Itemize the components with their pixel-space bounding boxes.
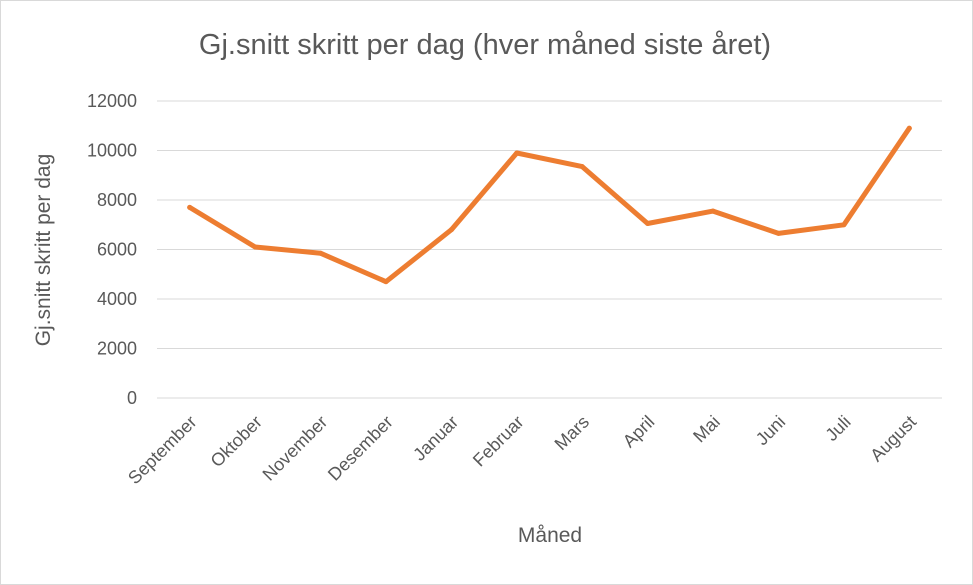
x-tick-label: Desember	[324, 412, 397, 485]
x-tick-label: Januar	[409, 412, 462, 465]
series-layer	[187, 125, 912, 285]
gridlines	[157, 100, 942, 399]
x-tick-label: September	[124, 412, 200, 488]
data-point	[710, 208, 716, 214]
x-axis-title: Måned	[518, 524, 582, 547]
data-point	[775, 230, 781, 236]
chart-title: Gj.snitt skritt per dag (hver måned sist…	[199, 29, 771, 61]
data-point	[514, 150, 520, 156]
y-tick-label: 8000	[97, 190, 137, 210]
y-tick-label: 12000	[87, 91, 137, 111]
y-axis-ticks: 0 2000 4000 6000 8000 10000 12000	[87, 91, 137, 408]
x-tick-label: Mai	[689, 412, 724, 447]
data-point	[906, 125, 912, 131]
x-tick-label: Juli	[821, 412, 854, 445]
x-tick-label: Februar	[469, 412, 528, 471]
x-tick-label: Mars	[551, 412, 593, 454]
y-tick-label: 2000	[97, 339, 137, 359]
data-point	[841, 222, 847, 228]
data-point	[187, 204, 193, 210]
data-point	[579, 164, 585, 170]
x-tick-label: April	[619, 412, 659, 452]
x-tick-label: August	[866, 412, 920, 466]
data-point	[318, 250, 324, 256]
data-point	[383, 279, 389, 285]
y-tick-label: 4000	[97, 289, 137, 309]
data-point	[448, 227, 454, 233]
y-tick-label: 6000	[97, 240, 137, 260]
y-tick-label: 10000	[87, 141, 137, 161]
data-point	[252, 244, 258, 250]
x-tick-label: November	[259, 412, 332, 485]
x-tick-label: Oktober	[207, 412, 266, 471]
series-line-0	[187, 125, 912, 285]
data-point	[645, 221, 651, 227]
y-axis-title: Gj.snitt skritt per dag	[32, 154, 55, 347]
x-tick-label: Juni	[752, 412, 789, 449]
y-tick-label: 0	[127, 388, 137, 408]
